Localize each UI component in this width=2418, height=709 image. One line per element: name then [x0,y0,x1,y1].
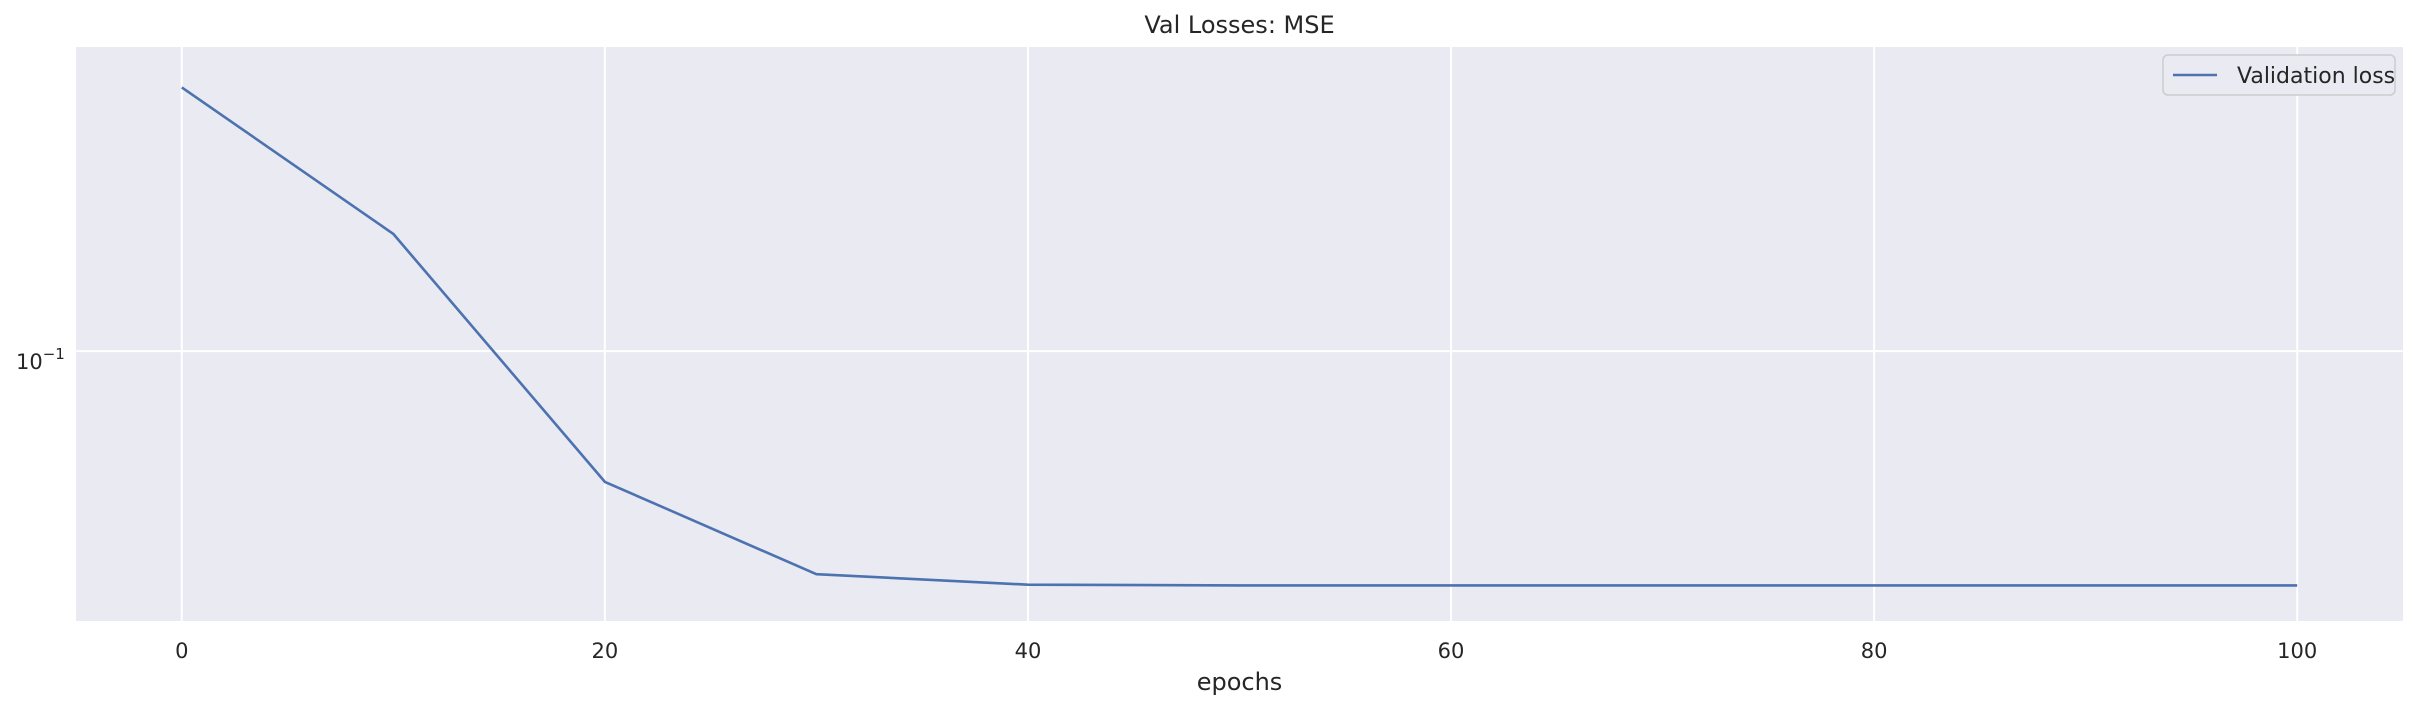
legend-box [2162,54,2396,96]
x-tick-label: 20 [591,639,618,663]
y-tick-label: 10−1 [16,345,65,374]
series-layer [181,86,2298,587]
x-tick-label: 40 [1015,639,1042,663]
y-tick-labels: 10−1 [16,345,65,374]
series-line-validation-loss [181,86,2298,587]
x-grid-lines [180,47,2299,621]
x-tick-label: 80 [1861,639,1888,663]
chart-title: Val Losses: MSE [1144,11,1334,39]
x-tick-label: 0 [175,639,188,663]
plot-area [76,47,2403,621]
x-tick-labels: 0 20 40 60 80 100 [175,639,2317,663]
x-tick-label: 60 [1438,639,1465,663]
legend-label-validation-loss: Validation loss [2237,64,2395,89]
x-axis-label: epochs [1197,668,1283,696]
x-tick-label: 100 [2277,639,2317,663]
legend: Validation loss [2162,54,2396,96]
